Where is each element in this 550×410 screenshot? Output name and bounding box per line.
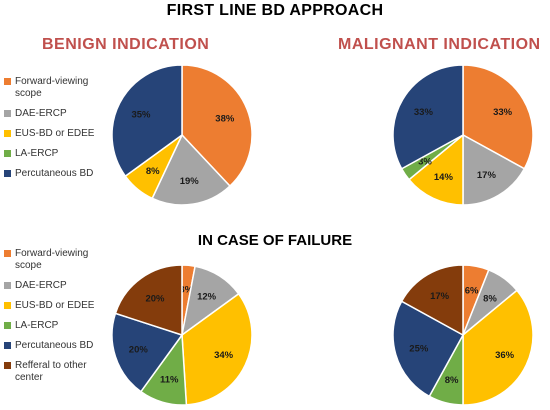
pie-data-label: 25% — [409, 343, 429, 354]
legend-item: Forward-viewing scope — [4, 248, 115, 272]
pie-data-label: 8% — [483, 293, 497, 304]
legend-swatch — [4, 130, 11, 137]
legend-failure: Forward-viewing scope DAE-ERCP EUS-BD or… — [4, 248, 115, 392]
legend-swatch — [4, 282, 11, 289]
legend-label: Refferal to other center — [15, 360, 87, 383]
pie-data-label: 38% — [215, 114, 235, 125]
legend-label: Percutaneous BD — [15, 340, 94, 351]
legend-swatch — [4, 110, 11, 117]
legend-label: EUS-BD or EDEE — [15, 128, 95, 139]
legend-item: DAE-ERCP — [4, 280, 115, 292]
pie-data-label: 17% — [477, 170, 497, 181]
pie-data-label: 6% — [465, 285, 479, 296]
legend-label: DAE-ERCP — [15, 280, 67, 291]
pie-data-label: 3% — [418, 156, 432, 167]
legend-label: DAE-ERCP — [15, 108, 67, 119]
legend-item: DAE-ERCP — [4, 108, 115, 120]
pie-slice — [462, 133, 526, 206]
pie-slice — [111, 312, 184, 393]
pie-slice — [462, 289, 534, 406]
legend-first-line: Forward-viewing scope DAE-ERCP EUS-BD or… — [4, 76, 115, 188]
pie-slice — [181, 64, 253, 188]
pie-malignant: 33% 17% 14%3% 33% — [392, 64, 534, 206]
legend-item: Percutaneous BD — [4, 340, 115, 352]
legend-label: Forward-viewing scope — [15, 248, 89, 271]
pie-data-label: 20% — [145, 293, 165, 304]
pie-slice — [114, 264, 183, 337]
pie-data-label: 36% — [495, 350, 515, 361]
pie-slice — [151, 133, 231, 206]
pie-data-label: 11% — [160, 375, 179, 386]
pie-failure-malignant: 6% 8% 36% 8% 25% 17% — [392, 264, 534, 406]
pie-data-label: 20% — [129, 345, 149, 356]
pie-data-label: 8% — [146, 166, 160, 177]
pie-data-label: 33% — [493, 107, 513, 118]
pie-slice — [408, 133, 464, 206]
pie-data-label: 14% — [434, 172, 454, 183]
legend-swatch — [4, 342, 11, 349]
main-title: FIRST LINE BD APPROACH — [166, 2, 384, 19]
pie-slice — [400, 264, 464, 337]
malignant-title: MALIGNANT INDICATION — [338, 36, 541, 53]
legend-item: EUS-BD or EDEE — [4, 128, 115, 140]
legend-item: LA-ERCP — [4, 320, 115, 332]
pie-failure-benign: 3% 12% 34% 11% 20% 20% — [111, 264, 253, 406]
legend-swatch — [4, 150, 11, 157]
legend-swatch — [4, 362, 11, 369]
pie-data-label: 34% — [214, 350, 234, 361]
pie-data-label: 12% — [197, 292, 217, 303]
pie-data-label: 3% — [179, 285, 193, 296]
legend-label: LA-ERCP — [15, 320, 59, 331]
legend-swatch — [4, 170, 11, 177]
pie-benign: 38% 19% 8% 35% — [111, 64, 253, 206]
legend-label: EUS-BD or EDEE — [15, 300, 95, 311]
legend-label: LA-ERCP — [15, 148, 59, 159]
legend-item: Percutaneous BD — [4, 168, 115, 180]
legend-swatch — [4, 250, 11, 257]
pie-data-label: 33% — [414, 107, 434, 118]
pie-slice — [392, 64, 464, 170]
legend-item: Refferal to other center — [4, 360, 115, 384]
pie-slice — [462, 64, 534, 170]
pie-data-label: 35% — [131, 110, 151, 121]
legend-label: Percutaneous BD — [15, 168, 94, 179]
legend-item: EUS-BD or EDEE — [4, 300, 115, 312]
legend-item: Forward-viewing scope — [4, 76, 115, 100]
pie-slice — [392, 300, 465, 398]
legend-swatch — [4, 302, 11, 309]
pie-data-label: 17% — [430, 291, 450, 302]
legend-swatch — [4, 322, 11, 329]
benign-title: BENIGN INDICATION — [42, 36, 210, 53]
legend-item: LA-ERCP — [4, 148, 115, 160]
pie-slice — [111, 64, 183, 178]
failure-title: IN CASE OF FAILURE — [197, 232, 353, 249]
pie-slice — [181, 292, 253, 406]
legend-swatch — [4, 78, 11, 85]
pie-data-label: 8% — [445, 375, 459, 386]
pie-data-label: 19% — [180, 176, 200, 187]
legend-label: Forward-viewing scope — [15, 76, 89, 99]
